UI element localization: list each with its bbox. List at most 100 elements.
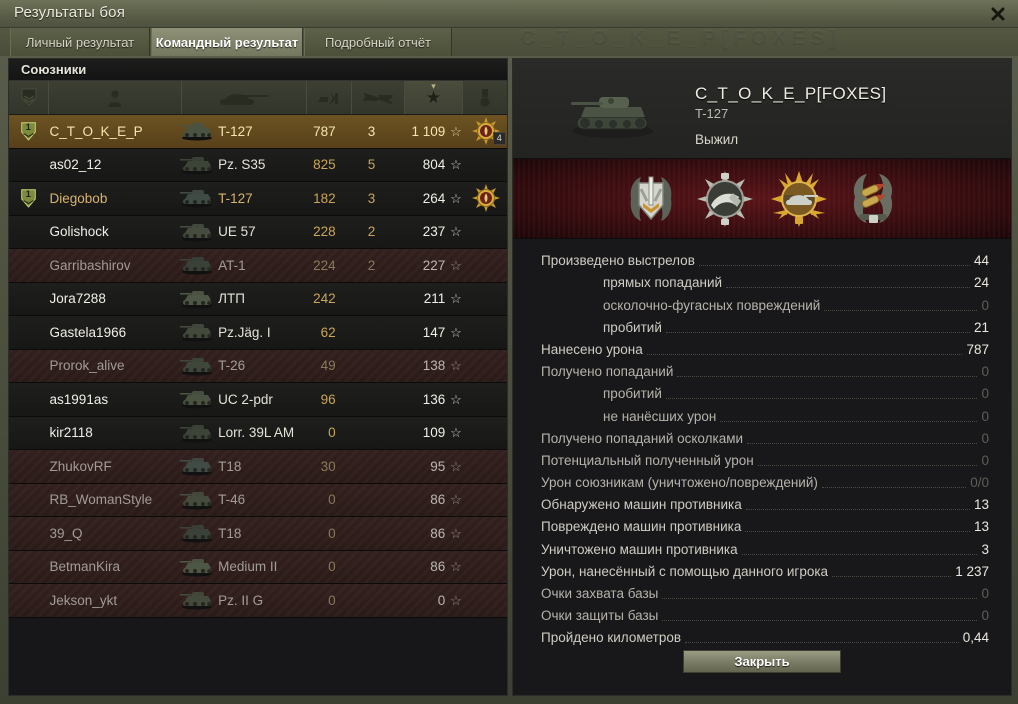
wreath-shells-medal-icon[interactable] <box>845 171 901 227</box>
row-kills <box>340 283 392 316</box>
tab-detailed-report[interactable]: Подробный отчёт <box>304 28 452 56</box>
table-row[interactable]: kir2118 Lorr. 39L AM 0 109 ☆ <box>9 416 507 450</box>
table-row[interactable]: as1991as UC 2-pdr 96 136 ☆ <box>9 383 507 417</box>
row-rank <box>9 417 48 450</box>
stat-value: 787 <box>966 341 989 357</box>
row-experience: 211 <box>423 291 446 307</box>
row-kills <box>340 584 392 617</box>
table-row[interactable]: Jora7288 ЛТП 242 211 ☆ <box>9 282 507 316</box>
row-rank <box>9 383 48 416</box>
column-header-medals[interactable] <box>463 81 507 114</box>
row-damage: 49 <box>320 358 336 374</box>
row-star-icon: ☆ <box>450 190 462 206</box>
stat-value: 0 <box>981 408 989 424</box>
stat-value: 1 237 <box>955 563 989 579</box>
row-tank-name: T-127 <box>218 123 253 139</box>
table-row[interactable]: 39_Q T18 0 86 ☆ <box>9 517 507 551</box>
sunburst-medal-icon: 4 <box>471 117 506 146</box>
rank-badge-icon: 1 <box>20 122 36 141</box>
gold-sunburst-tank-medal-icon[interactable] <box>771 170 827 227</box>
table-row[interactable]: 1 Diegobob T-127 182 3 264 ☆ <box>9 182 507 216</box>
sword-shield-medal-icon[interactable] <box>623 171 679 227</box>
row-damage: 0 <box>328 425 336 441</box>
row-medal <box>465 216 507 249</box>
stat-dots <box>745 509 970 511</box>
table-row[interactable]: Prorok_alive T-26 49 138 ☆ <box>9 349 507 383</box>
stat-row: Потенциальный полученный урон 0 <box>541 449 989 471</box>
row-kills: 2 <box>367 224 376 240</box>
row-player-name: Diegobob <box>49 190 108 206</box>
row-experience: 109 <box>422 425 446 441</box>
stat-row: прямых попаданий 24 <box>541 271 989 293</box>
row-tank-name: Pz.Jäg. I <box>218 324 271 340</box>
close-icon[interactable] <box>986 3 1010 25</box>
row-rank <box>9 316 48 349</box>
row-medal[interactable]: 4 <box>465 115 507 148</box>
row-medal <box>465 584 507 617</box>
detail-player-name: C_T_O_K_E_P[FOXES] <box>695 84 887 103</box>
row-experience: 804 <box>422 157 446 173</box>
row-tank-name: T18 <box>218 458 242 474</box>
damage-icon <box>318 90 338 105</box>
table-row[interactable]: BetmanKira Medium II 0 86 ☆ <box>9 550 507 584</box>
table-row[interactable]: Garribashirov AT-1 224 2 227 ☆ <box>9 249 507 283</box>
medal-icon <box>480 88 490 107</box>
stat-value: 0/0 <box>970 475 989 491</box>
table-row[interactable]: 1 C_T_O_K_E_P T-127 787 3 1 109 ☆ 4 <box>9 115 507 149</box>
stat-row: Урон, нанесённый с помощью данного игрок… <box>541 560 989 582</box>
row-tank-name: T-46 <box>218 492 246 508</box>
row-tank-icon <box>176 249 218 282</box>
stat-label: Пройдено километров <box>541 630 682 646</box>
close-button[interactable]: Закрыть <box>683 650 841 673</box>
row-rank <box>9 149 48 182</box>
column-header-kills[interactable] <box>352 81 405 114</box>
column-header-rank[interactable] <box>9 81 49 114</box>
row-player-name: kir2118 <box>49 425 93 441</box>
row-damage: 182 <box>313 190 336 206</box>
row-player-name: Jekson_ykt <box>49 592 118 608</box>
table-row[interactable]: Gastela1966 Pz.Jäg. I 62 147 ☆ <box>9 316 507 350</box>
stat-value: 13 <box>973 497 989 513</box>
stat-dots <box>646 353 963 355</box>
table-row[interactable]: as02_12 Pz. S35 825 5 804 ☆ <box>9 148 507 182</box>
stat-value: 0 <box>981 430 989 446</box>
row-tank-name: UC 2-pdr <box>218 391 273 407</box>
row-medal[interactable] <box>465 182 507 215</box>
row-star-icon: ☆ <box>450 559 462 575</box>
row-experience: 237 <box>422 224 446 240</box>
row-rank: 1 <box>9 115 48 148</box>
stat-dots <box>665 398 978 400</box>
row-star-icon: ☆ <box>450 257 462 273</box>
table-row[interactable]: RB_WomanStyle T-46 0 86 ☆ <box>9 483 507 517</box>
row-medal <box>465 149 507 182</box>
detail-survival-status: Выжил <box>695 132 739 147</box>
tab-personal-result[interactable]: Личный результат <box>10 28 150 56</box>
table-row[interactable]: Jekson_ykt Pz. II G 0 0 ☆ <box>9 584 507 618</box>
row-rank <box>9 484 48 517</box>
column-header-damage[interactable] <box>307 81 352 114</box>
column-header-experience[interactable]: ▾ ★ <box>405 81 463 114</box>
row-kills <box>340 350 392 383</box>
spiked-star-medal-icon[interactable] <box>697 170 753 227</box>
stat-dots <box>677 376 978 378</box>
column-header-vehicle[interactable] <box>182 81 307 114</box>
table-row[interactable]: ZhukovRF T18 30 95 ☆ <box>9 450 507 484</box>
row-player-name: ZhukovRF <box>49 458 112 474</box>
tab-team-result[interactable]: Командный результат <box>151 28 303 56</box>
tank-icon <box>220 93 268 105</box>
stat-value: 0 <box>981 452 989 468</box>
row-kills <box>340 417 392 450</box>
row-star-icon: ☆ <box>450 492 462 508</box>
row-rank <box>9 283 48 316</box>
row-medal <box>465 417 507 450</box>
stat-dots <box>662 620 978 622</box>
stat-row: Обнаружено машин противника 13 <box>541 493 989 515</box>
row-damage: 228 <box>313 224 336 240</box>
tank-thumbnail-icon <box>565 81 661 139</box>
row-medal <box>465 383 507 416</box>
table-row[interactable]: Golishock UE 57 228 2 237 ☆ <box>9 215 507 249</box>
stat-label: Произведено выстрелов <box>541 253 695 269</box>
column-header-player[interactable] <box>49 81 182 114</box>
row-kills <box>340 551 392 584</box>
rank-badge-icon: 1 <box>20 189 36 208</box>
